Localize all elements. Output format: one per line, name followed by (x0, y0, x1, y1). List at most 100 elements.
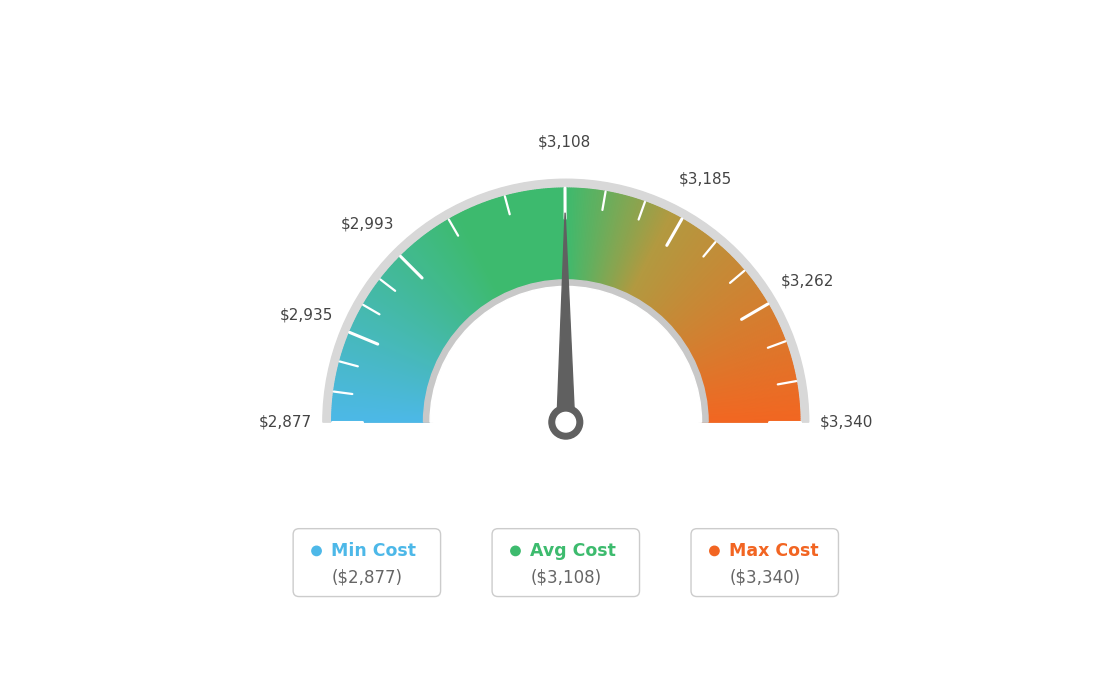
Wedge shape (646, 233, 704, 313)
Wedge shape (701, 408, 799, 415)
Text: Max Cost: Max Cost (723, 542, 818, 560)
Wedge shape (666, 264, 739, 331)
Wedge shape (627, 214, 673, 302)
Text: ($3,340): ($3,340) (729, 569, 800, 586)
Wedge shape (350, 329, 442, 369)
Wedge shape (676, 284, 756, 343)
Wedge shape (508, 195, 533, 290)
Wedge shape (633, 218, 682, 304)
Wedge shape (655, 246, 721, 320)
Polygon shape (556, 213, 575, 422)
Wedge shape (429, 230, 488, 312)
Wedge shape (700, 384, 797, 401)
Wedge shape (509, 195, 534, 290)
Wedge shape (583, 190, 597, 288)
Wedge shape (671, 276, 750, 338)
Wedge shape (665, 262, 737, 330)
Wedge shape (596, 194, 620, 290)
Wedge shape (677, 288, 758, 345)
Wedge shape (592, 193, 613, 289)
Wedge shape (445, 221, 497, 306)
Wedge shape (352, 326, 442, 367)
Wedge shape (322, 179, 809, 422)
Wedge shape (559, 188, 563, 286)
Wedge shape (671, 275, 749, 337)
Wedge shape (396, 259, 468, 328)
Wedge shape (631, 217, 680, 304)
Wedge shape (690, 326, 779, 367)
Wedge shape (591, 192, 609, 289)
Wedge shape (647, 234, 707, 314)
Wedge shape (659, 252, 728, 324)
Wedge shape (341, 355, 436, 384)
Wedge shape (332, 413, 431, 418)
Wedge shape (613, 203, 648, 295)
Wedge shape (348, 335, 440, 372)
Wedge shape (338, 366, 434, 391)
Wedge shape (393, 264, 466, 331)
Wedge shape (332, 419, 431, 421)
Wedge shape (370, 292, 453, 348)
Wedge shape (394, 262, 467, 330)
Wedge shape (368, 297, 452, 351)
Wedge shape (592, 193, 612, 289)
Wedge shape (368, 295, 452, 349)
Wedge shape (700, 382, 797, 400)
Wedge shape (476, 205, 514, 297)
Circle shape (710, 546, 719, 555)
Wedge shape (556, 188, 562, 286)
Wedge shape (343, 346, 437, 380)
Wedge shape (578, 189, 590, 287)
Wedge shape (332, 402, 431, 411)
Wedge shape (580, 189, 592, 287)
Wedge shape (340, 357, 435, 385)
Wedge shape (401, 255, 470, 326)
Wedge shape (337, 373, 433, 395)
Wedge shape (452, 217, 500, 304)
Wedge shape (344, 343, 438, 377)
Wedge shape (682, 302, 767, 353)
Wedge shape (352, 324, 443, 366)
Wedge shape (696, 355, 790, 384)
Wedge shape (577, 189, 587, 287)
Wedge shape (634, 220, 684, 306)
Wedge shape (626, 212, 670, 301)
Circle shape (511, 546, 520, 555)
Wedge shape (686, 313, 774, 359)
Wedge shape (362, 306, 448, 356)
Wedge shape (681, 300, 766, 352)
Wedge shape (618, 206, 657, 297)
Wedge shape (615, 204, 652, 296)
Wedge shape (654, 243, 718, 319)
Wedge shape (648, 236, 709, 315)
Wedge shape (372, 289, 454, 346)
Wedge shape (692, 336, 784, 373)
Wedge shape (469, 208, 511, 299)
Wedge shape (670, 272, 746, 335)
Wedge shape (686, 311, 773, 359)
Wedge shape (342, 352, 436, 382)
Wedge shape (697, 359, 792, 386)
Wedge shape (638, 224, 692, 308)
Circle shape (556, 413, 575, 432)
Wedge shape (348, 336, 439, 373)
Wedge shape (602, 197, 629, 291)
Wedge shape (691, 331, 782, 371)
Wedge shape (647, 235, 708, 314)
Wedge shape (332, 406, 431, 413)
Wedge shape (332, 408, 431, 415)
Wedge shape (643, 230, 700, 311)
Wedge shape (668, 269, 744, 334)
Wedge shape (332, 411, 431, 417)
Circle shape (549, 405, 583, 439)
Wedge shape (569, 188, 573, 286)
Wedge shape (595, 194, 618, 290)
Wedge shape (537, 190, 550, 288)
Wedge shape (626, 213, 672, 302)
Wedge shape (575, 188, 584, 287)
Wedge shape (544, 189, 554, 287)
Wedge shape (672, 277, 751, 339)
Wedge shape (701, 406, 799, 413)
Wedge shape (701, 395, 798, 407)
Wedge shape (432, 230, 489, 311)
